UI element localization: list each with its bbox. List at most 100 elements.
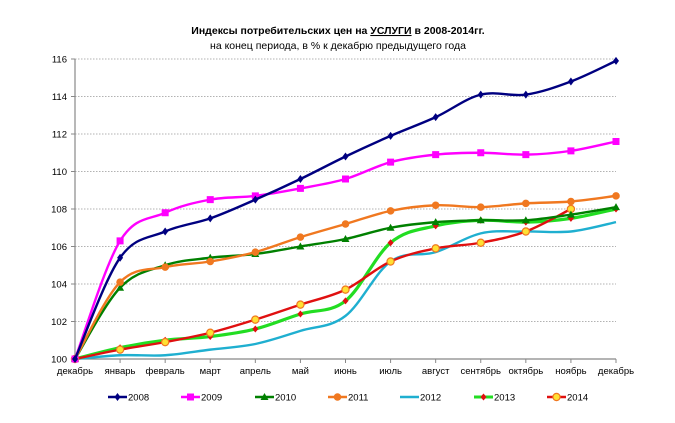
data-point (522, 199, 530, 208)
x-tick-label: ноябрь (555, 366, 586, 377)
legend-label: 2012 (420, 393, 441, 404)
legend-item-2011: 2011 (328, 393, 368, 404)
legend-item-2012: 2012 (400, 393, 441, 404)
x-axis: декабрь январь февраль март апрель май июнь июл… (57, 358, 634, 377)
x-tick-label: август (422, 366, 450, 377)
x-tick-label: октябрь (508, 366, 543, 377)
data-point (161, 209, 169, 217)
data-point (476, 216, 485, 224)
legend-item-2010: 2010 (255, 393, 296, 404)
data-point (566, 210, 575, 218)
series-2011 (71, 192, 620, 363)
legend-label: 2011 (348, 393, 368, 404)
data-point (251, 315, 260, 324)
data-point (567, 197, 575, 206)
data-point (296, 242, 305, 250)
legend-item-2014: 2014 (547, 393, 588, 404)
legend-label: 2014 (567, 393, 588, 404)
data-point (476, 238, 485, 247)
series-line-2008 (73, 59, 617, 360)
y-tick-label: 110 (52, 167, 67, 178)
legend: 2008 2009 2010 2011 2012 2013 2014 (108, 393, 588, 404)
data-point (387, 239, 394, 247)
x-tick-label: июнь (334, 366, 357, 377)
data-point (342, 175, 349, 183)
data-point (431, 201, 440, 210)
data-point (116, 237, 124, 245)
legend-label: 2008 (128, 393, 149, 404)
data-point (432, 151, 440, 159)
series-group (70, 56, 620, 364)
legend-marker (187, 393, 194, 401)
data-point (522, 151, 530, 159)
data-point (521, 216, 530, 224)
x-tick-label: декабрь (598, 366, 634, 377)
data-point (386, 207, 395, 215)
y-tick-label: 112 (52, 130, 67, 141)
x-tick-label: январь (105, 366, 136, 377)
data-point (116, 283, 125, 291)
data-point (612, 203, 620, 211)
data-point (296, 300, 305, 309)
data-point (162, 227, 169, 236)
data-point (206, 196, 214, 204)
data-point (251, 248, 260, 256)
data-point (612, 192, 620, 200)
y-tick-label: 108 (51, 205, 67, 216)
series-2014 (70, 204, 576, 364)
series-2008 (72, 56, 619, 363)
data-point (387, 158, 395, 166)
data-point (431, 244, 440, 253)
data-point (252, 325, 259, 333)
legend-marker (552, 392, 561, 402)
y-tick-label: 104 (51, 280, 67, 291)
legend-marker (333, 393, 342, 401)
x-tick-label: апрель (240, 366, 271, 377)
x-tick-label: март (200, 366, 222, 377)
x-tick-label: декабрь (57, 366, 93, 377)
x-tick-label: май (292, 366, 309, 377)
legend-marker (480, 393, 487, 401)
data-point (522, 90, 529, 99)
chart-subtitle: на конец периода, в % к декабрю предыдущ… (210, 40, 466, 52)
x-tick-label: сентябрь (461, 366, 501, 377)
data-point (297, 175, 304, 183)
data-point (297, 310, 304, 318)
x-tick-label: июль (379, 366, 402, 377)
series-line-2010 (73, 205, 617, 360)
legend-label: 2010 (275, 393, 296, 404)
data-point (72, 355, 78, 363)
chart-title-emphasis: УСЛУГИ (370, 25, 411, 37)
data-point (386, 223, 395, 231)
data-point (477, 149, 485, 157)
legend-item-2008: 2008 (108, 393, 149, 404)
data-point (206, 328, 215, 337)
legend-label: 2013 (494, 393, 515, 404)
data-point (612, 138, 620, 145)
data-point (115, 345, 125, 354)
y-tick-label: 116 (52, 55, 67, 66)
data-point (252, 195, 259, 204)
legend-label: 2009 (201, 393, 222, 404)
data-point (432, 113, 439, 122)
series-2010 (71, 203, 620, 362)
data-point (387, 131, 394, 140)
data-point (567, 147, 575, 155)
y-tick-label: 100 (51, 355, 67, 366)
data-point (521, 227, 531, 236)
x-tick-label: февраль (146, 366, 185, 377)
data-point (341, 235, 350, 242)
data-point (161, 263, 169, 271)
gridlines (75, 58, 616, 322)
data-point (296, 184, 304, 192)
data-point (342, 297, 349, 305)
data-point (341, 220, 350, 228)
y-tick-label: 114 (52, 92, 67, 103)
chart-title: Индексы потребительских цен на УСЛУГИ в … (191, 25, 484, 37)
legend-item-2009: 2009 (181, 393, 222, 404)
data-point (160, 337, 170, 347)
data-point (341, 285, 350, 294)
data-point (342, 152, 349, 161)
data-point (567, 77, 574, 86)
